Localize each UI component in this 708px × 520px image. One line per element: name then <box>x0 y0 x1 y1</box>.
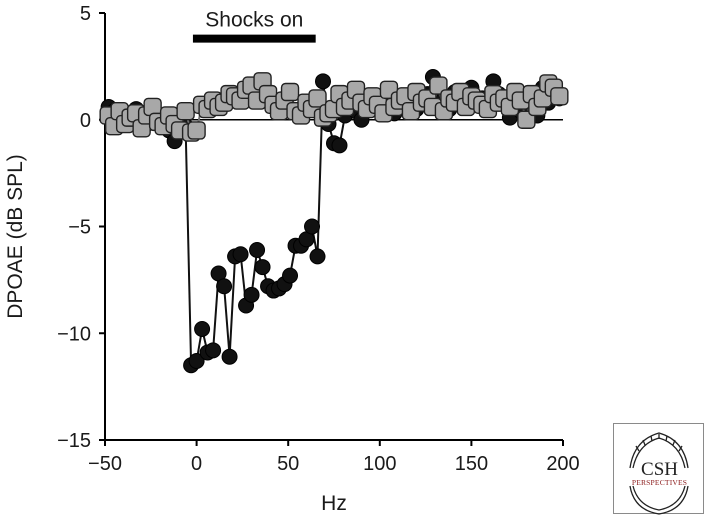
data-point-circle <box>243 286 260 303</box>
data-point-circle <box>304 218 321 235</box>
data-point-circle <box>216 278 233 295</box>
y-tick-label: −5 <box>68 217 91 239</box>
x-tick-label: 0 <box>191 453 202 475</box>
x-tick-label: 200 <box>546 453 579 475</box>
data-point-square <box>550 87 569 106</box>
y-axis-label: DPOAE (dB SPL) <box>4 154 27 319</box>
axes: −50 0 50 100 150 200−15−10−505 <box>57 3 580 475</box>
data-point-circle <box>282 267 299 284</box>
series-group <box>99 69 569 374</box>
x-tick-label: 100 <box>363 453 396 475</box>
x-tick-label: 50 <box>277 453 299 475</box>
data-point-circle <box>188 353 205 370</box>
data-point-circle <box>232 246 249 263</box>
x-tick-label: 150 <box>455 453 488 475</box>
data-point-square <box>280 82 300 102</box>
dna-helix-icon <box>629 432 689 515</box>
data-point-square <box>187 121 206 140</box>
series-gray-squares <box>99 72 569 142</box>
y-tick-label: −10 <box>57 323 91 345</box>
logo-perspectives-text: PERSPECTIVES <box>632 478 687 487</box>
x-tick-label: −50 <box>88 453 122 475</box>
data-point-circle <box>249 241 266 258</box>
data-point-circle <box>331 137 348 154</box>
y-tick-label: −15 <box>57 430 91 452</box>
data-point-square <box>176 102 195 121</box>
y-tick-label: 5 <box>80 3 91 25</box>
data-point-circle <box>194 320 211 337</box>
annotation-group: Shocks on <box>192 9 316 43</box>
data-point-circle <box>254 259 271 276</box>
y-tick-label: 0 <box>80 110 91 132</box>
data-point-circle <box>205 342 222 359</box>
data-point-square <box>308 89 327 108</box>
data-point-circle <box>315 73 332 90</box>
logo-csh-text: CSH <box>641 459 678 480</box>
data-point-circle <box>309 248 326 265</box>
csh-perspectives-logo: CSH PERSPECTIVES <box>613 423 704 515</box>
data-point-circle <box>221 348 238 365</box>
shocks-on-label: Shocks on <box>205 9 303 32</box>
x-axis-label: Hz <box>321 492 347 515</box>
